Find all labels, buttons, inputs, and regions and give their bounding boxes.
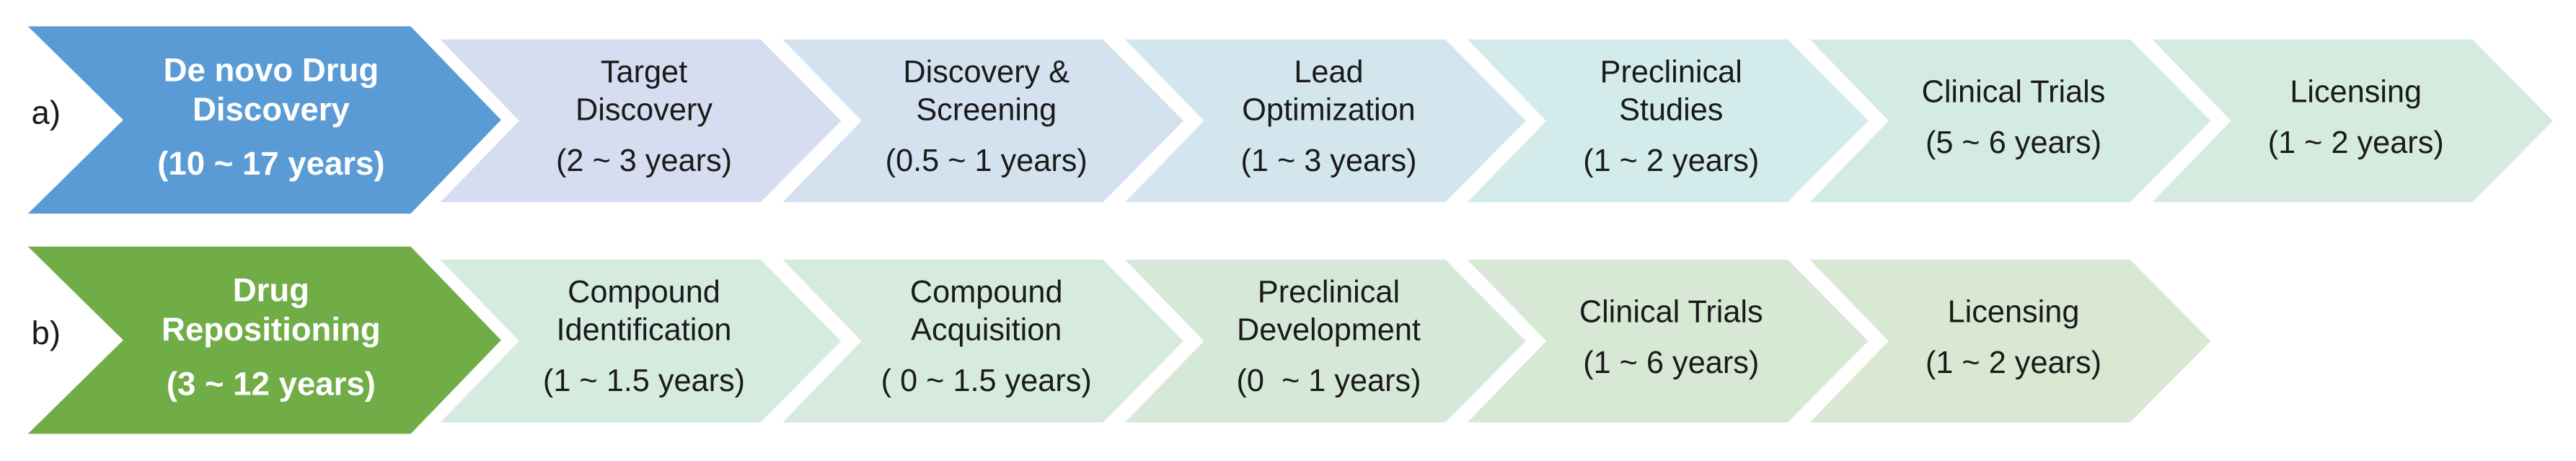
step-title: Preclinical: [1600, 55, 1742, 89]
step-title: Compound: [568, 275, 720, 309]
step-chevron: [1125, 39, 1526, 203]
step-chevron: [440, 259, 842, 423]
step-chevron: [2152, 39, 2554, 203]
head-title: De novo Drug: [164, 51, 379, 88]
step-title: Discovery &: [903, 55, 1069, 89]
step-duration: (1 ~ 2 years): [1583, 144, 1759, 178]
step-title: Lead: [1294, 55, 1363, 89]
step-duration: (5 ~ 6 years): [1926, 126, 2101, 160]
step-title: Optimization: [1242, 92, 1415, 127]
step-duration: ( 0 ~ 1.5 years): [881, 364, 1092, 398]
step-title: Screening: [916, 92, 1057, 127]
head-chevron: [27, 26, 501, 214]
head-title: Drug: [233, 272, 309, 309]
row-label: a): [32, 94, 61, 131]
step-duration: (2 ~ 3 years): [556, 144, 732, 178]
step-title: Target: [601, 55, 687, 89]
step-title: Preclinical: [1258, 275, 1400, 309]
step-duration: (0 ~ 1 years): [1236, 364, 1421, 398]
head-duration: (3 ~ 12 years): [167, 365, 376, 402]
step-title: Acquisition: [911, 313, 1062, 348]
step-chevron: [782, 259, 1184, 423]
step-title: Identification: [557, 313, 732, 348]
row-label: b): [32, 315, 61, 351]
step-duration: (1 ~ 2 years): [2268, 126, 2444, 160]
head-title: Repositioning: [162, 311, 381, 348]
step-title: Discovery: [575, 92, 713, 127]
step-chevron: [1125, 259, 1526, 423]
head-chevron: [27, 246, 501, 434]
step-duration: (1 ~ 1.5 years): [543, 364, 745, 398]
step-title: Licensing: [2290, 74, 2422, 109]
step-chevron: [782, 39, 1184, 203]
head-title: Discovery: [193, 91, 350, 128]
step-chevron: [440, 39, 842, 203]
step-chevron: [1809, 39, 2211, 203]
step-chevron: [1467, 39, 1869, 203]
step-title: Compound: [910, 275, 1063, 309]
step-chevron: [1467, 259, 1869, 423]
step-title: Licensing: [1948, 295, 2080, 330]
step-duration: (1 ~ 2 years): [1926, 346, 2101, 380]
step-title: Development: [1237, 313, 1421, 348]
head-duration: (10 ~ 17 years): [157, 145, 384, 182]
step-title: Clinical Trials: [1579, 295, 1763, 330]
step-title: Clinical Trials: [1922, 74, 2106, 109]
step-title: Studies: [1619, 92, 1723, 127]
step-chevron: [1809, 259, 2211, 423]
step-duration: (1 ~ 6 years): [1583, 346, 1759, 380]
step-duration: (1 ~ 3 years): [1240, 144, 1416, 178]
step-duration: (0.5 ~ 1 years): [886, 144, 1088, 178]
